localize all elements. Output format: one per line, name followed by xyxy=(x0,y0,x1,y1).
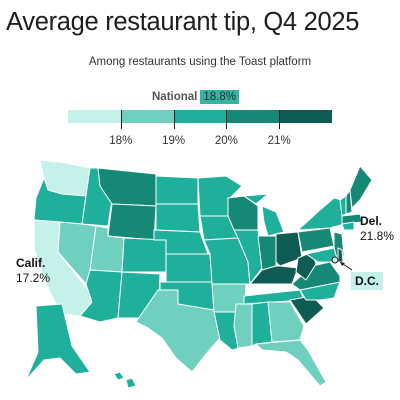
callout-state-name: Calif. xyxy=(16,256,46,270)
state-colorado xyxy=(121,237,167,273)
legend-tick-label: 21% xyxy=(267,135,291,147)
state-mississippi xyxy=(233,303,253,349)
color-legend: 18% 19% 20% 21% xyxy=(68,110,332,152)
state-maine xyxy=(349,165,373,209)
legend-tick-18 xyxy=(120,110,122,129)
state-alaska xyxy=(25,303,91,381)
national-average: National 18.8% xyxy=(152,88,239,106)
legend-tick-20 xyxy=(226,110,228,129)
legend-tick-19 xyxy=(173,110,175,129)
state-pennsylvania xyxy=(297,227,335,253)
legend-tick-label: 18% xyxy=(109,135,133,147)
callout-delaware: Del. 21.8% xyxy=(360,214,394,244)
callout-dc: D.C. xyxy=(351,272,383,290)
state-wyoming xyxy=(107,203,157,241)
callout-value: 21.8% xyxy=(360,229,395,243)
national-value-badge: 18.8% xyxy=(200,90,239,104)
state-connecticut xyxy=(341,221,355,231)
state-kansas xyxy=(165,253,213,283)
national-label: National xyxy=(152,91,198,103)
callout-california: Calif. 17.2% xyxy=(16,256,50,286)
state-delaware xyxy=(337,247,344,263)
state-georgia xyxy=(267,301,305,343)
legend-swatch xyxy=(279,110,332,123)
legend-swatch xyxy=(173,110,227,123)
state-texas xyxy=(135,289,221,373)
legend-tick-label: 19% xyxy=(162,135,186,147)
legend-swatches xyxy=(68,110,332,123)
state-dc xyxy=(331,256,339,264)
chart-subtitle: Among restaurants using the Toast platfo… xyxy=(88,56,312,68)
state-florida xyxy=(255,339,327,387)
state-ohio xyxy=(275,231,303,267)
legend-swatch xyxy=(120,110,174,123)
callout-value: 17.2% xyxy=(16,271,51,285)
state-south-dakota xyxy=(155,203,201,233)
state-massachusetts xyxy=(341,213,363,225)
state-new-york xyxy=(297,197,345,231)
legend-tick-label: 20% xyxy=(214,135,238,147)
legend-swatch xyxy=(226,110,280,123)
chart-title: Average restaurant tip, Q4 2025 xyxy=(6,8,360,36)
callout-state-name: Del. xyxy=(360,214,383,228)
state-hawaii xyxy=(113,371,137,389)
legend-swatch xyxy=(68,110,121,123)
state-north-dakota xyxy=(155,175,199,205)
legend-tick-21 xyxy=(279,110,281,129)
